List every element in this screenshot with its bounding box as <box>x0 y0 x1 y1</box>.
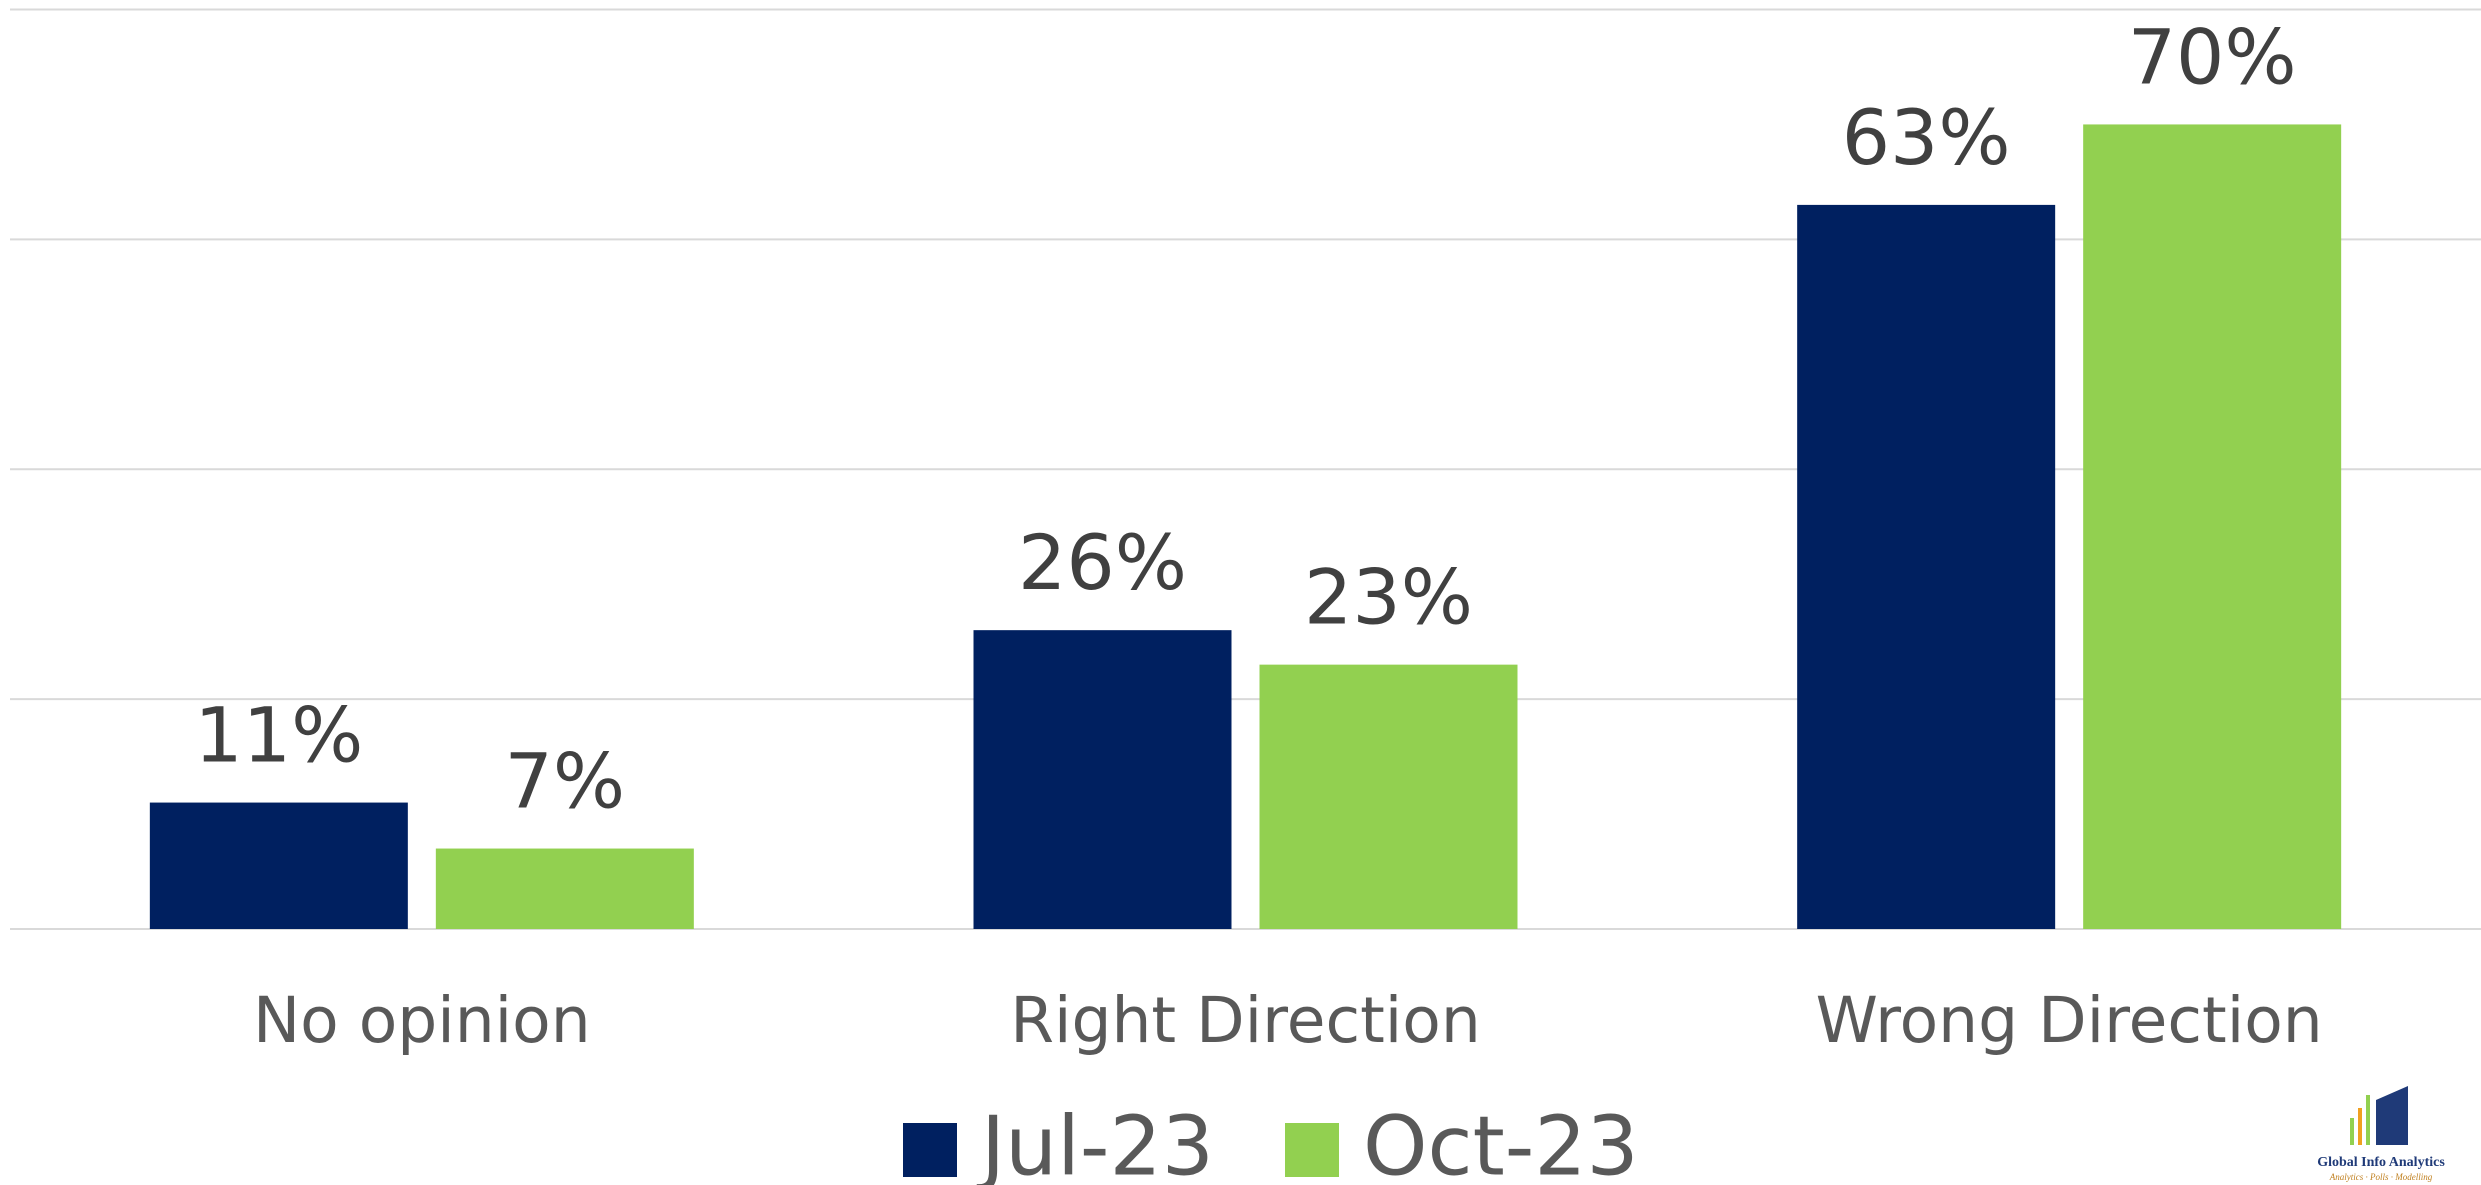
plot: No opinion 11% 7% Right Direction 26% 23% Wron… <box>10 8 2481 1185</box>
data-label: 70% <box>2128 12 2297 101</box>
data-label: 63% <box>1842 93 2011 182</box>
legend-label: Oct-23 <box>1363 1099 1639 1185</box>
bar <box>973 630 1232 929</box>
bar <box>1797 204 2056 930</box>
data-label: 23% <box>1304 553 1473 642</box>
logo-bar <box>2350 1118 2354 1145</box>
legend-swatch <box>1285 1123 1339 1177</box>
logo-shape <box>2376 1086 2408 1145</box>
legend-label: Jul-23 <box>976 1099 1214 1185</box>
x-tick-label: Wrong Direction <box>1816 984 2323 1057</box>
data-label: 26% <box>1018 518 1187 607</box>
x-tick-label: No opinion <box>253 984 591 1057</box>
legend-swatch <box>903 1123 957 1177</box>
logo: Global Info Analytics Analytics · Polls … <box>2317 1086 2445 1182</box>
data-label: 7% <box>505 737 626 826</box>
logo-name: Global Info Analytics <box>2317 1155 2445 1170</box>
bar <box>1259 664 1518 929</box>
bar <box>2083 124 2342 929</box>
logo-bar <box>2366 1095 2370 1145</box>
data-label: 11% <box>194 691 363 780</box>
logo-tagline: Analytics · Polls · Modelling <box>2329 1172 2433 1182</box>
bar <box>149 802 408 929</box>
logo-bar <box>2358 1108 2362 1145</box>
bar <box>435 848 694 929</box>
x-tick-label: Right Direction <box>1010 984 1481 1057</box>
